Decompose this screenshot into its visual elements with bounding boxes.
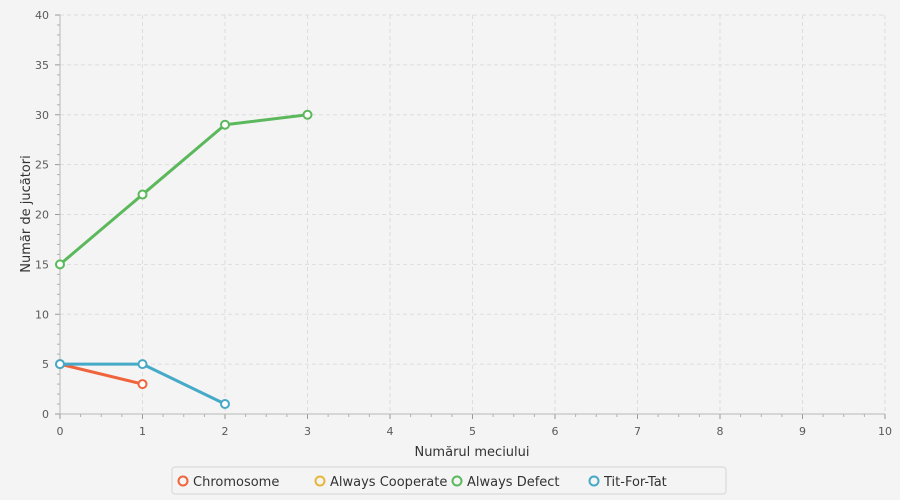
legend-marker xyxy=(588,475,600,487)
series xyxy=(55,109,313,410)
x-tick-label: 3 xyxy=(304,425,311,438)
data-point xyxy=(137,359,148,370)
data-point xyxy=(55,359,65,370)
legend-label: Always Cooperate xyxy=(330,475,447,490)
legend-marker xyxy=(451,475,463,487)
y-tick-label: 0 xyxy=(42,408,49,421)
y-tick-label: 35 xyxy=(35,59,49,72)
y-tick-label: 25 xyxy=(35,159,49,172)
legend-label: Tit-For-Tat xyxy=(603,475,667,490)
y-tick-label: 30 xyxy=(35,109,49,122)
y-axis-title: Număr de jucători xyxy=(19,155,34,272)
legend: Chromosome Always Cooperate Always Defect T… xyxy=(171,466,727,495)
data-point xyxy=(220,119,230,130)
legend-marker xyxy=(177,475,189,487)
x-tick-label: 6 xyxy=(552,425,559,438)
x-tick-label: 1 xyxy=(139,425,146,438)
data-point xyxy=(302,109,313,120)
x-axis-title: Numărul meciului xyxy=(414,445,529,460)
series-line xyxy=(58,362,144,386)
legend-label: Always Defect xyxy=(467,475,560,490)
data-point xyxy=(55,259,65,270)
data-point xyxy=(137,379,148,390)
legend-box xyxy=(171,466,727,495)
grid xyxy=(60,14,886,414)
data-point xyxy=(220,399,230,410)
x-tick-label: 7 xyxy=(634,425,641,438)
x-tick-label: 9 xyxy=(799,425,806,438)
y-tick-label: 20 xyxy=(35,209,49,222)
y-tick-label: 10 xyxy=(35,308,49,321)
legend-marker xyxy=(314,475,326,487)
x-tick-label: 10 xyxy=(878,425,892,438)
y-tick-label: 5 xyxy=(42,358,49,371)
x-tick-label: 4 xyxy=(387,425,394,438)
x-tick-label: 5 xyxy=(469,425,476,438)
x-tick-label: 0 xyxy=(57,425,64,438)
data-point xyxy=(137,189,148,200)
y-tick-labels: 0 5 10 15 20 25 30 35 40 xyxy=(35,9,49,421)
y-tick-label: 40 xyxy=(35,9,49,22)
series-line xyxy=(58,113,309,266)
x-tick-label: 2 xyxy=(222,425,229,438)
legend-label: Chromosome xyxy=(193,475,279,490)
series-group xyxy=(55,109,313,270)
x-tick-labels: 0 1 2 3 4 5 6 7 8 9 10 xyxy=(57,425,893,438)
x-tick-label: 8 xyxy=(717,425,724,438)
series-group xyxy=(55,359,230,410)
y-tick-label: 15 xyxy=(35,258,49,271)
